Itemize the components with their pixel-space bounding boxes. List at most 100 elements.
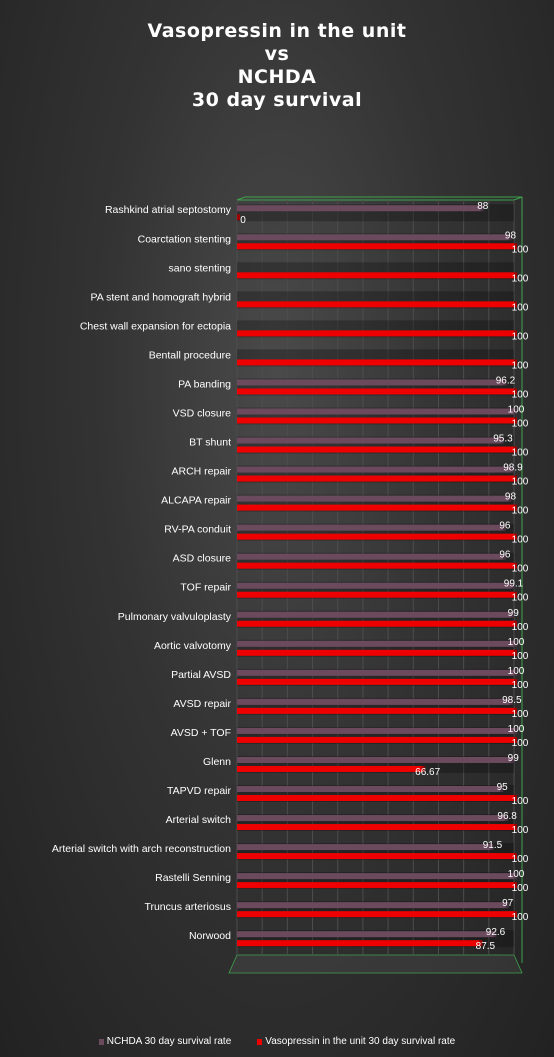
bar-nchda-rastelli-senning — [237, 873, 514, 880]
bar-vasopressin-cap — [514, 649, 517, 656]
bar-nchda-cap — [500, 785, 504, 792]
data-label-vasopressin: 100 — [512, 738, 529, 749]
data-label-nchda: 92.6 — [486, 927, 506, 938]
bar-vasopressin-cap — [514, 359, 517, 366]
bar-nchda-cap — [508, 234, 512, 241]
data-label-vasopressin: 100 — [512, 912, 529, 923]
bar-vasopressin-aortic-valvotomy — [237, 649, 514, 656]
bar-nchda-cap — [508, 495, 512, 502]
bar-nchda-cap — [500, 437, 504, 444]
bar-vasopressin-asd-closure — [237, 562, 514, 569]
bar-vasopressin-cap — [514, 678, 517, 685]
data-label-nchda: 99 — [508, 753, 520, 764]
bar-nchda-tapvd-repair — [237, 785, 501, 792]
bar-vasopressin-cap — [421, 765, 425, 772]
category-label-bentall-procedure: Bentall procedure — [149, 349, 231, 361]
category-label-chest-wall-expansion-for-ectopia: Chest wall expansion for ectopia — [80, 320, 231, 332]
bar-nchda-cap — [510, 466, 514, 473]
bar-nchda-cap — [503, 379, 507, 386]
bar-vasopressin-cap — [514, 882, 517, 889]
data-label-vasopressin: 100 — [512, 360, 529, 371]
data-label-vasopressin: 100 — [512, 622, 529, 633]
bar-vasopressin-chest-wall-expansion-for-ectopia — [237, 330, 514, 337]
data-label-nchda: 100 — [508, 724, 525, 735]
category-label-rashkind-atrial-septostomy: Rashkind atrial septostomy — [105, 204, 232, 216]
plot-floor — [228, 954, 523, 974]
bar-vasopressin-cap — [514, 301, 517, 308]
bar-vasopressin-cap — [479, 940, 483, 947]
bar-vasopressin-pa-stent-and-homograft-hybrid — [237, 301, 514, 308]
bar-nchda-cap — [511, 611, 515, 618]
bar-nchda-vsd-closure — [237, 408, 514, 415]
bar-nchda-bt-shunt — [237, 437, 501, 444]
bar-vasopressin-cap — [514, 562, 517, 569]
bar-nchda-cap — [490, 844, 494, 851]
bar-nchda-glenn — [237, 756, 512, 763]
bar-nchda-cap — [514, 408, 517, 415]
bar-vasopressin-vsd-closure — [237, 417, 514, 424]
bar-vasopressin-arterial-switch — [237, 824, 514, 831]
data-label-vasopressin: 100 — [512, 535, 529, 546]
bar-vasopressin-cap — [514, 620, 517, 627]
bar-vasopressin-cap — [514, 475, 517, 482]
category-label-glenn: Glenn — [203, 756, 231, 768]
legend-item-nchda: NCHDA 30 day survival rate — [98, 1036, 232, 1047]
category-label-coarctation-stenting: Coarctation stenting — [138, 233, 232, 245]
bar-nchda-avsd-repair — [237, 698, 510, 705]
bar-vasopressin-cap — [514, 272, 517, 279]
data-label-vasopressin: 100 — [512, 825, 529, 836]
data-label-nchda: 99.1 — [504, 579, 524, 590]
bar-nchda-cap — [514, 873, 517, 880]
category-label-pulmonary-valvuloplasty: Pulmonary valvuloplasty — [118, 611, 232, 623]
chart-title-line-3: NCHDA — [237, 66, 317, 88]
data-label-vasopressin: 100 — [512, 651, 529, 662]
bar-nchda-arterial-switch-with-arch-reconstruction — [237, 844, 491, 851]
bar-vasopressin-avsd-repair — [237, 707, 514, 714]
bar-vasopressin-bentall-procedure — [237, 359, 514, 366]
data-label-vasopressin: 66.67 — [415, 767, 440, 778]
category-label-arterial-switch: Arterial switch — [166, 814, 232, 826]
category-label-norwood: Norwood — [189, 930, 231, 942]
category-label-tapvd-repair: TAPVD repair — [167, 785, 231, 797]
bar-nchda-cap — [511, 582, 515, 589]
bar-vasopressin-pa-banding — [237, 388, 514, 395]
bar-vasopressin-rv-pa-conduit — [237, 533, 514, 540]
chart-title-line-2: vs — [264, 43, 290, 65]
bar-nchda-cap — [505, 815, 509, 822]
bar-vasopressin-alcapa-repair — [237, 504, 514, 511]
category-label-pa-stent-and-homograft-hybrid: PA stent and homograft hybrid — [91, 291, 232, 303]
data-label-vasopressin: 100 — [512, 709, 529, 720]
data-label-nchda: 88 — [477, 201, 489, 212]
data-label-vasopressin: 100 — [512, 477, 529, 488]
data-label-vasopressin: 100 — [512, 854, 529, 865]
category-label-rastelli-senning: Rastelli Senning — [155, 872, 231, 884]
bar-vasopressin-truncus-arteriosus — [237, 911, 514, 918]
bar-nchda-pa-banding — [237, 379, 504, 386]
bar-vasopressin-cap — [514, 417, 517, 424]
category-label-bt-shunt: BT shunt — [189, 437, 231, 449]
data-label-vasopressin: 100 — [512, 273, 529, 284]
category-label-vsd-closure: VSD closure — [173, 407, 232, 419]
data-label-vasopressin: 0 — [240, 215, 246, 226]
data-label-vasopressin: 100 — [512, 796, 529, 807]
bar-nchda-asd-closure — [237, 553, 503, 560]
category-label-arch-repair: ARCH repair — [171, 466, 231, 478]
data-label-vasopressin: 100 — [512, 331, 529, 342]
category-label-rv-pa-conduit: RV-PA conduit — [164, 524, 231, 536]
bar-vasopressin-cap — [514, 736, 517, 743]
data-label-vasopressin: 100 — [512, 680, 529, 691]
data-label-vasopressin: 100 — [512, 302, 529, 313]
bar-nchda-cap — [514, 669, 517, 676]
legend-label-nchda: NCHDA 30 day survival rate — [106, 1036, 232, 1047]
chart-title: Vasopressin in the unit vs NCHDA 30 day … — [0, 20, 554, 112]
data-label-vasopressin: 87.5 — [476, 941, 496, 952]
data-label-nchda: 100 — [508, 404, 525, 415]
bar-nchda-partial-avsd — [237, 669, 514, 676]
category-label-partial-avsd: Partial AVSD — [171, 669, 231, 681]
bar-nchda-cap — [514, 727, 517, 734]
data-label-nchda: 96.2 — [496, 375, 516, 386]
legend: NCHDA 30 day survival rate Vasopressin i… — [0, 1036, 554, 1047]
bar-vasopressin-cap — [514, 504, 517, 511]
bar-nchda-cap — [502, 553, 506, 560]
